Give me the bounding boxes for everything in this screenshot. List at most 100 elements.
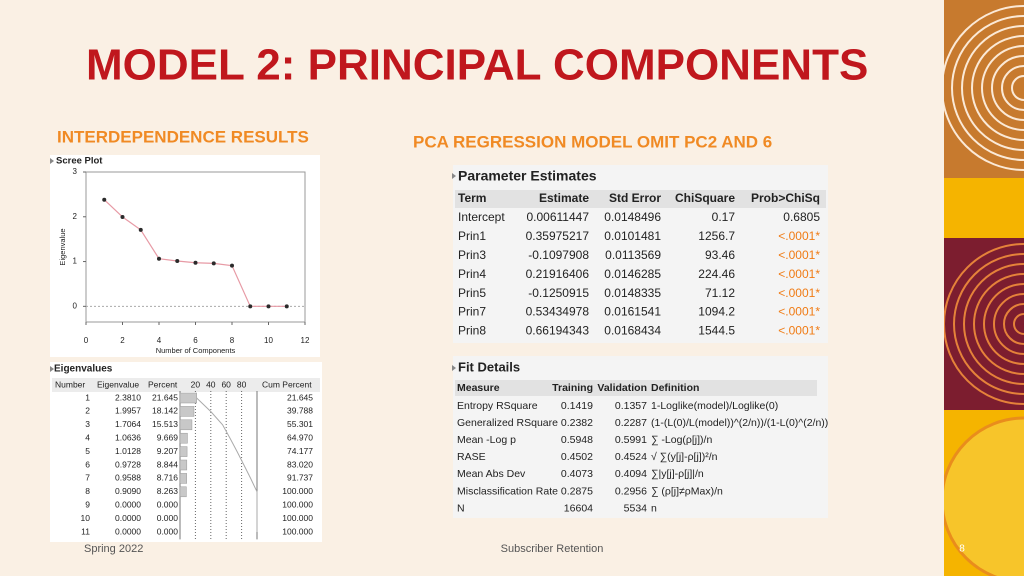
eigen-cell: 6	[85, 459, 90, 469]
eigen-header: Eigenvalue	[97, 379, 139, 389]
fit-cell: 1-Loglike(model)/Loglike(0)	[651, 400, 778, 412]
percent-bar	[179, 406, 195, 417]
estimates-cell: 71.12	[705, 286, 735, 300]
estimates-header: Estimate	[539, 191, 589, 205]
cum-percent-line	[196, 397, 258, 532]
eigen-header: Cum Percent	[262, 379, 312, 389]
y-tick-label: 3	[73, 167, 78, 176]
fit-cell: 0.4524	[615, 451, 647, 463]
fit-cell: 0.2287	[615, 417, 647, 429]
eigen-header: Number	[55, 379, 85, 389]
eigen-cell: 0.0000	[115, 526, 141, 536]
percent-bar	[179, 459, 188, 471]
eigen-cell: 1.0636	[115, 432, 141, 442]
x-tick-label: 12	[301, 336, 310, 345]
eigen-cell: 0.000	[157, 499, 179, 509]
eigen-cell: 100.000	[282, 499, 313, 509]
x-tick-label: 2	[120, 336, 125, 345]
panel-triangle	[50, 366, 54, 372]
x-tick-label: 8	[230, 336, 235, 345]
fit-cell: ∑|y[j]-ρ[j]|/n	[651, 468, 704, 480]
fit-cell: 0.5948	[561, 434, 593, 446]
estimates-cell: 0.6805	[783, 210, 820, 224]
y-tick-label: 0	[73, 301, 78, 310]
eigen-cell: 0.9728	[115, 459, 141, 469]
estimates-cell: <.0001*	[778, 229, 820, 243]
percent-bar	[179, 446, 188, 457]
title: MODEL 2: PRINCIPAL COMPONENTS	[86, 41, 868, 90]
footer-left: Spring 2022	[84, 543, 143, 555]
left-heading: INTERDEPENDENCE RESULTS	[57, 127, 309, 146]
y-tick-label: 1	[73, 257, 78, 266]
fit-header: Definition	[651, 382, 699, 394]
y-axis-label: Eigenvalue	[58, 228, 67, 265]
estimates-cell: Prin8	[458, 324, 486, 338]
estimates-cell: 1544.5	[698, 324, 735, 338]
fit-cell: 0.4073	[561, 468, 593, 480]
footer-center: Subscriber Retention	[501, 543, 604, 555]
estimates-cell: 0.0168434	[604, 324, 661, 338]
estimates-cell: <.0001*	[778, 324, 820, 338]
estimates-header: Term	[458, 191, 486, 205]
estimates-cell: 0.53434978	[526, 305, 590, 319]
x-tick-label: 6	[193, 336, 198, 345]
estimates-cell: 0.00611447	[526, 210, 589, 224]
scree-point	[211, 261, 216, 266]
fit-cell: ∑ -Log(ρ[j])/n	[651, 434, 712, 446]
fit-title: Fit Details	[458, 359, 520, 374]
fit-cell: RASE	[457, 451, 486, 463]
eigen-cell: 1.0128	[115, 446, 141, 456]
estimates-cell: 0.21916406	[526, 267, 590, 281]
x-tick-label: 10	[264, 336, 273, 345]
estimates-cell: 0.0113569	[605, 248, 661, 262]
estimates-cell: 0.66194343	[526, 324, 590, 338]
estimates-cell: 0.0146285	[604, 267, 661, 281]
panel-triangle	[452, 173, 456, 179]
fit-header: Training	[552, 382, 593, 394]
scree-point	[266, 304, 271, 309]
estimates-cell: 1094.2	[698, 305, 735, 319]
right-heading: PCA REGRESSION MODEL OMIT PC2 AND 6	[413, 132, 772, 151]
x-axis-label: Number of Components	[156, 346, 236, 355]
percent-bar	[179, 473, 187, 484]
percent-bar	[179, 486, 187, 498]
fit-cell: 0.2875	[561, 485, 593, 497]
estimates-cell: -0.1097908	[528, 248, 589, 262]
y-tick-label: 2	[73, 212, 78, 221]
fit-cell: 0.4502	[561, 451, 593, 463]
eigen-cell: 8.263	[157, 486, 179, 496]
estimates-cell: 0.0161541	[604, 305, 661, 319]
eigen-cell: 100.000	[282, 513, 313, 523]
eigen-cell: 2	[85, 406, 90, 416]
estimates-cell: 0.0101481	[604, 229, 661, 243]
fit-cell: Entropy RSquare	[457, 400, 538, 412]
fit-cell: Mean Abs Dev	[457, 468, 526, 480]
scree-title: Scree Plot	[56, 156, 103, 167]
eigen-cell: 21.645	[152, 392, 178, 402]
estimates-cell: Intercept	[458, 210, 505, 224]
fit-cell: √ ∑(y[j]-ρ[j])²/n	[651, 451, 718, 463]
estimates-header: Std Error	[609, 191, 661, 205]
scree-point	[193, 260, 198, 265]
estimates-cell: Prin5	[458, 286, 486, 300]
estimates-cell: 0.17	[712, 210, 736, 224]
bar-tick-label: 80	[237, 379, 247, 389]
estimates-cell: <.0001*	[778, 248, 820, 262]
eigen-cell: 15.513	[152, 419, 178, 429]
panel-triangle	[50, 158, 54, 164]
percent-bar	[179, 419, 193, 431]
eigen-cell: 1	[85, 392, 90, 402]
eigen-cell: 21.645	[287, 392, 313, 402]
eigen-cell: 8.716	[157, 473, 179, 483]
fit-cell: Generalized RSquare	[457, 417, 558, 429]
eigen-cell: 8	[85, 486, 90, 496]
fit-cell: (1-(L(0)/L(model))^(2/n))/(1-L(0)^(2/n))	[651, 417, 828, 429]
eigen-cell: 1.9957	[115, 406, 141, 416]
eigen-cell: 0.9090	[115, 486, 141, 496]
estimates-cell: Prin4	[458, 267, 486, 281]
eigen-cell: 0.0000	[115, 513, 141, 523]
eigen-title: Eigenvalues	[54, 364, 113, 375]
estimates-cell: 0.0148335	[604, 286, 661, 300]
scree-panel	[50, 155, 320, 357]
estimates-cell: 93.46	[705, 248, 735, 262]
